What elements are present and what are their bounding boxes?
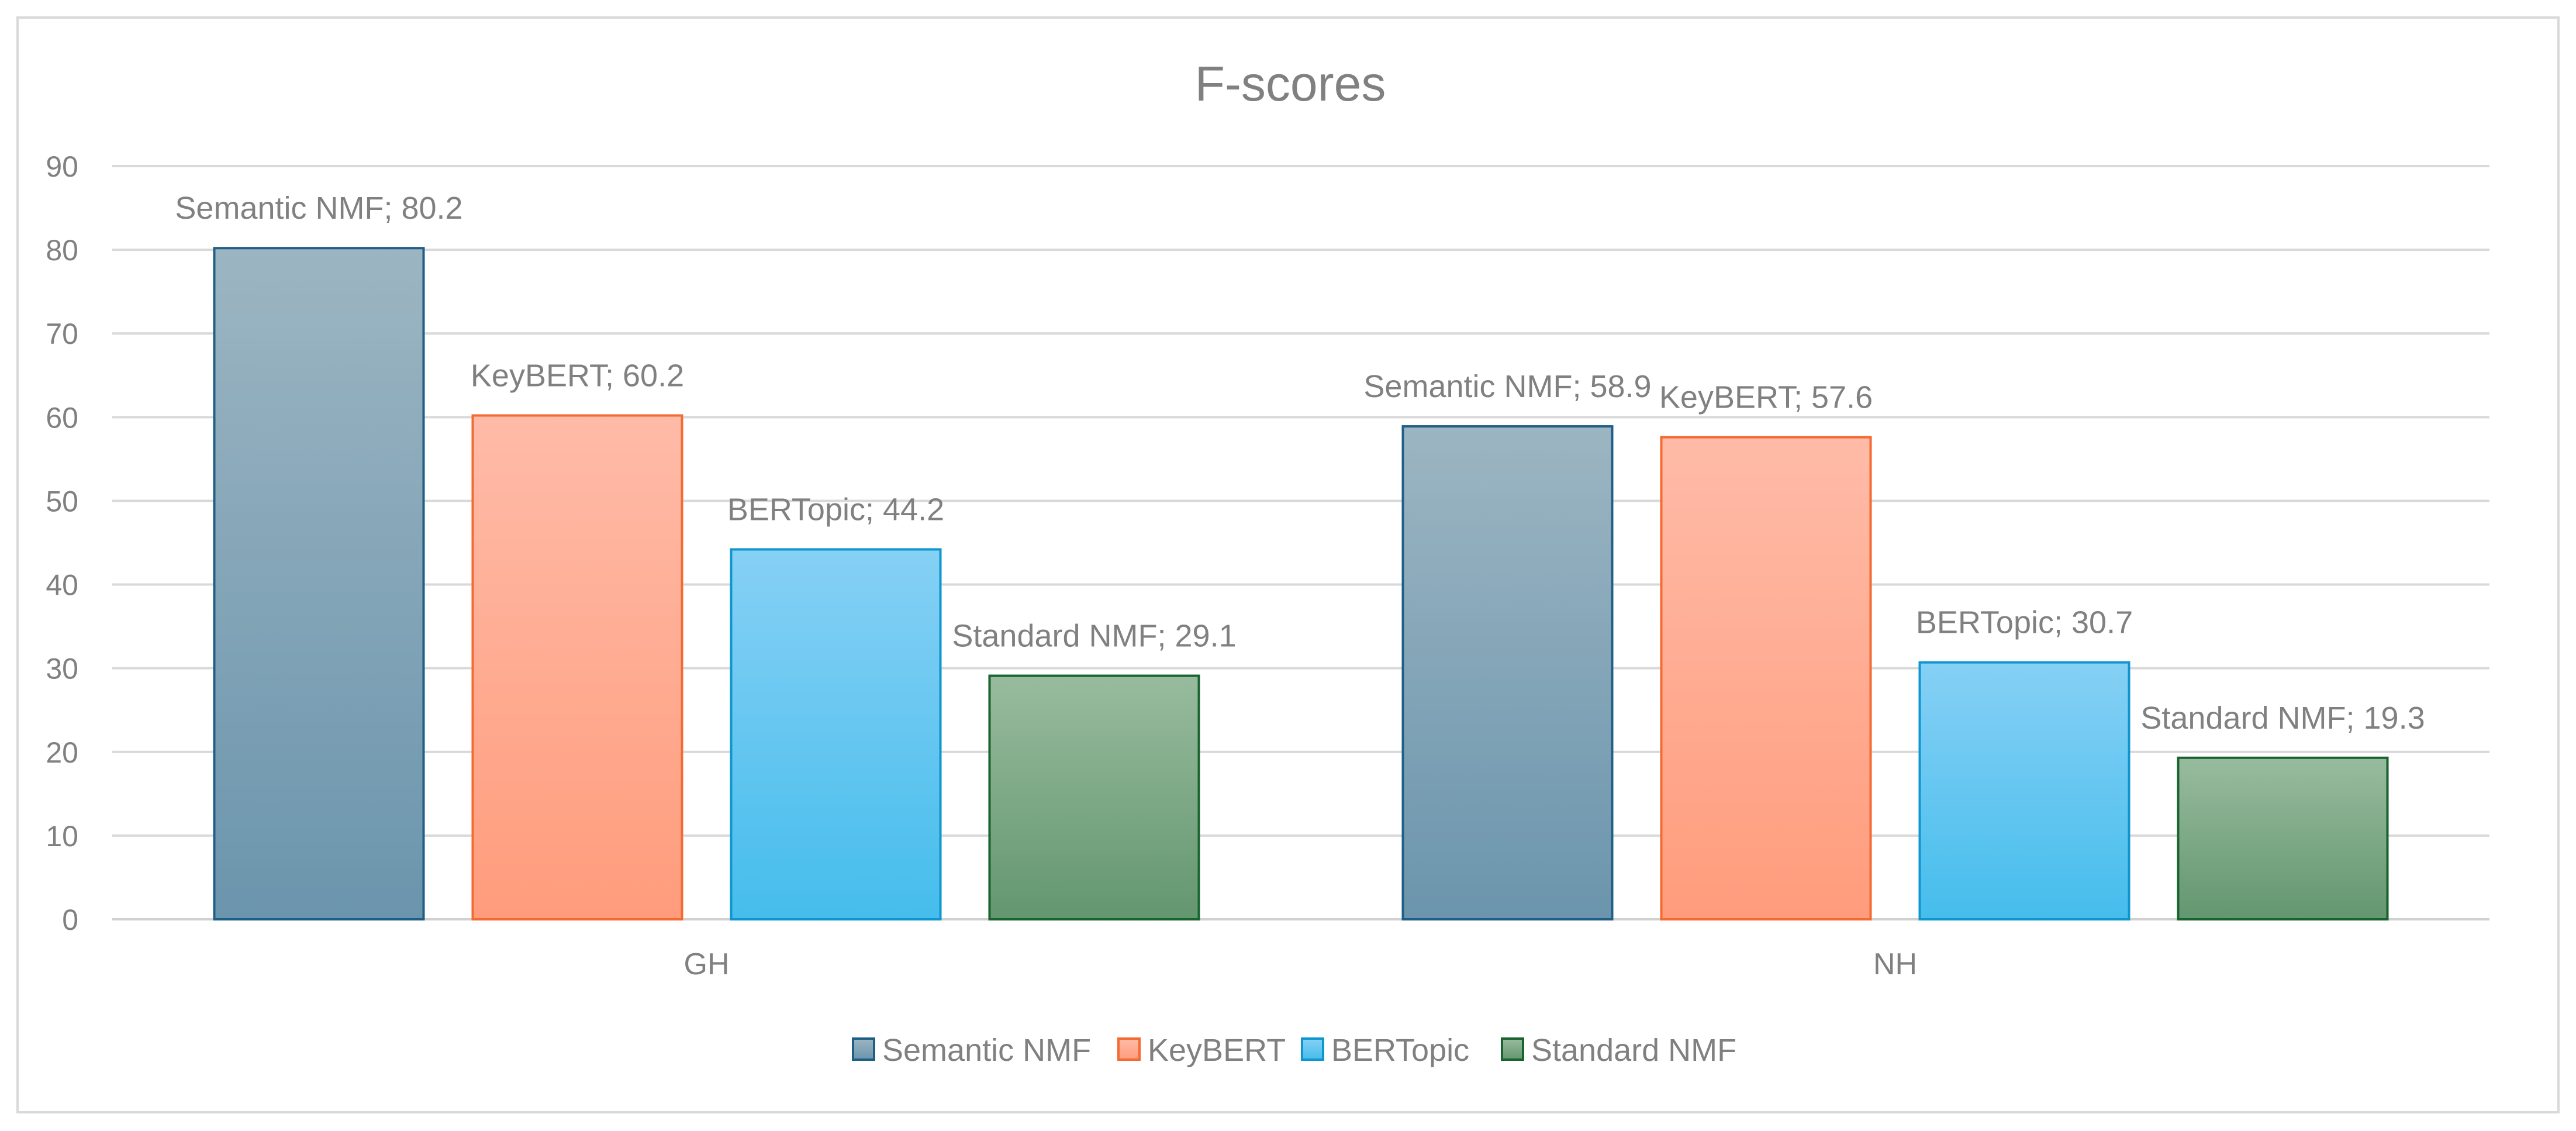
legend-label: BERTopic bbox=[1331, 1033, 1469, 1068]
y-tick-label: 70 bbox=[46, 318, 78, 350]
y-tick-label: 90 bbox=[46, 150, 78, 183]
data-label: Standard NMF; 29.1 bbox=[952, 619, 1236, 654]
x-category-label: GH bbox=[684, 947, 730, 981]
bar-semantic-nmf-nh bbox=[1401, 425, 1614, 920]
legend-label: Semantic NMF bbox=[882, 1033, 1091, 1068]
legend-swatch bbox=[1117, 1037, 1141, 1061]
data-label: Semantic NMF; 58.9 bbox=[1363, 369, 1651, 404]
chart-canvas: F-scores 0 10 20 30 40 50 60 70 80 90 Semantic NM… bbox=[46, 56, 2489, 1068]
data-labels: Semantic NMF; 80.2 KeyBERT; 60.2 BERTopic;… bbox=[175, 191, 2425, 736]
legend: Semantic NMF KeyBERT BERTopic Standard NMF bbox=[852, 1033, 1736, 1068]
legend-label: Standard NMF bbox=[1531, 1033, 1736, 1068]
data-label: KeyBERT; 57.6 bbox=[1659, 380, 1873, 415]
data-label: BERTopic; 44.2 bbox=[727, 492, 944, 527]
y-tick-label: 30 bbox=[46, 653, 78, 685]
y-tick-label: 40 bbox=[46, 569, 78, 602]
data-label: KeyBERT; 60.2 bbox=[471, 358, 684, 393]
legend-swatch bbox=[852, 1037, 875, 1061]
chart-frame: F-scores 0 10 20 30 40 50 60 70 80 90 Semantic NM… bbox=[16, 16, 2560, 1113]
bars bbox=[213, 247, 2389, 921]
data-label: BERTopic; 30.7 bbox=[1916, 605, 2133, 640]
bar-semantic-nmf-gh bbox=[213, 247, 425, 920]
y-tick-label: 80 bbox=[46, 234, 78, 267]
y-tick-label: 60 bbox=[46, 401, 78, 434]
legend-item: KeyBERT bbox=[1117, 1033, 1286, 1068]
y-axis-ticks: 0 10 20 30 40 50 60 70 80 90 bbox=[46, 150, 78, 936]
data-label: Semantic NMF; 80.2 bbox=[175, 191, 462, 226]
bar-keybert-nh bbox=[1660, 436, 1872, 920]
x-category-label: NH bbox=[1873, 947, 1917, 981]
bar-standard-nmf-nh bbox=[2177, 756, 2389, 920]
legend-swatch bbox=[1301, 1037, 1324, 1061]
gridlines bbox=[112, 165, 2489, 920]
legend-item: BERTopic bbox=[1301, 1033, 1469, 1068]
y-tick-label: 20 bbox=[46, 736, 78, 769]
legend-item: Semantic NMF bbox=[852, 1033, 1091, 1068]
x-axis-categories: GH NH bbox=[684, 947, 1918, 981]
bar-standard-nmf-gh bbox=[988, 674, 1200, 920]
legend-label: KeyBERT bbox=[1148, 1033, 1286, 1068]
legend-swatch bbox=[1501, 1037, 1524, 1061]
y-tick-label: 0 bbox=[62, 904, 78, 936]
bar-bertopic-nh bbox=[1918, 661, 2130, 921]
legend-item: Standard NMF bbox=[1501, 1033, 1736, 1068]
bar-bertopic-gh bbox=[730, 548, 942, 920]
data-label: Standard NMF; 19.3 bbox=[2140, 701, 2425, 736]
y-tick-label: 50 bbox=[46, 485, 78, 518]
chart-title: F-scores bbox=[1195, 56, 1386, 111]
y-tick-label: 10 bbox=[46, 820, 78, 853]
bar-keybert-gh bbox=[471, 414, 683, 920]
